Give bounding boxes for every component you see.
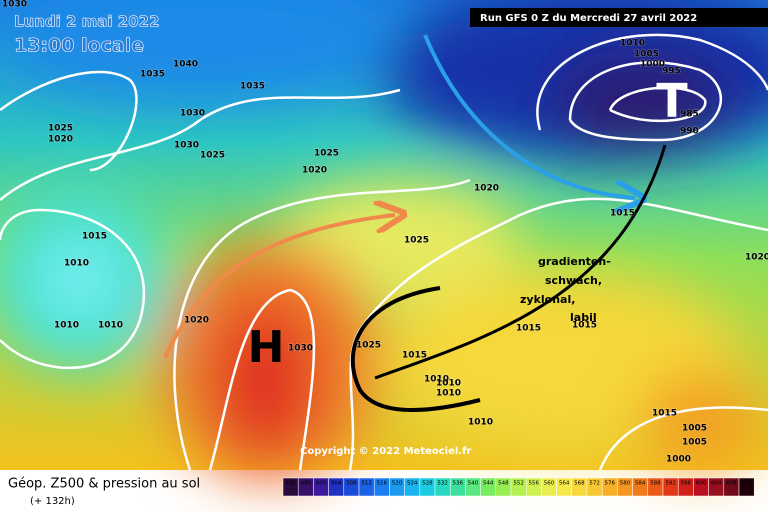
isobar-label: 1005 — [682, 438, 707, 448]
isobar-label: 1010 — [98, 321, 123, 331]
isobar-label: 1030 — [174, 141, 199, 151]
isobar-label: 1025 — [314, 149, 339, 159]
warm-flow-arrow — [163, 215, 395, 359]
isobar-label: 995 — [662, 67, 681, 77]
footer-lead: (+ 132h) — [30, 496, 75, 507]
trough-bracket — [350, 286, 481, 412]
time-label: 13:00 locale — [14, 35, 144, 57]
run-box — [470, 8, 768, 27]
scale-label: 560 — [544, 481, 555, 487]
scale-label: 524 — [407, 481, 418, 487]
high-symbol: H — [248, 322, 285, 373]
scale-label: 564 — [559, 481, 570, 487]
scale-label: 496 — [301, 481, 312, 487]
isobar-label: 1035 — [140, 70, 165, 80]
scale-label: 520 — [392, 481, 403, 487]
isobar-label: 1010 — [54, 321, 79, 331]
scale-label: 572 — [589, 481, 600, 487]
annotation: zyklonal, — [520, 293, 575, 306]
scale-label: 568 — [574, 481, 585, 487]
isobar-label: 1015 — [82, 232, 107, 242]
scale-label: 604 — [711, 481, 722, 487]
isobar-label: 1020 — [302, 166, 327, 176]
isobar-label: 1025 — [404, 236, 429, 246]
isobar-label: 1015 — [572, 321, 597, 331]
scale-label: 544 — [483, 481, 494, 487]
isobar-label: 1040 — [173, 60, 198, 70]
scale-label: 584 — [635, 481, 646, 487]
scale-label: 592 — [665, 481, 676, 487]
trough-line — [374, 144, 667, 380]
scale-label: 504 — [331, 481, 342, 487]
isobar-label: 1015 — [652, 409, 677, 419]
scale-label: 600 — [696, 481, 707, 487]
isobar-label: 1010 — [436, 379, 461, 389]
isobar-label: 1015 — [402, 351, 427, 361]
scale-label: 508 — [346, 481, 357, 487]
scale-label: 516 — [377, 481, 388, 487]
copyright: Copyright © 2022 Meteociel.fr — [300, 446, 471, 457]
annotation: labil — [570, 311, 597, 324]
scale-label: 596 — [681, 481, 692, 487]
isobar-label: 1025 — [200, 151, 225, 161]
date-label: Lundi 2 mai 2022 — [14, 13, 160, 31]
scale-label: 576 — [605, 481, 616, 487]
isobar-label: 1015 — [610, 209, 635, 219]
isobar-label: 990 — [680, 127, 699, 137]
isobar-label: 1020 — [745, 253, 768, 263]
isobar-label: 1030 — [180, 109, 205, 119]
isobar-label: 985 — [680, 110, 699, 120]
scale-label: 492 — [285, 481, 296, 487]
scale-label: 548 — [498, 481, 509, 487]
isobar-label: 1025 — [48, 124, 73, 134]
isobar-label: 1005 — [634, 50, 659, 60]
isobar-label: 1010 — [620, 39, 645, 49]
scale-label: 556 — [529, 481, 540, 487]
isobar-label: 1000 — [666, 455, 691, 465]
scale-swatch — [738, 477, 755, 497]
annotation: gradienten- — [538, 255, 611, 268]
cold-flow-arrow — [423, 34, 635, 198]
scale-label: 540 — [468, 481, 479, 487]
annotation: schwach, — [545, 274, 602, 287]
scale-label: 552 — [513, 481, 524, 487]
isobar-label: 1010 — [64, 259, 89, 269]
scale-label: 500 — [316, 481, 327, 487]
isobar-label: 1020 — [474, 184, 499, 194]
isobar-label: 1010 — [468, 418, 493, 428]
isobar-label: 1025 — [356, 341, 381, 351]
scale-label: 532 — [437, 481, 448, 487]
isobar-label: 1030 — [288, 344, 313, 354]
isobar-label: 1020 — [184, 316, 209, 326]
scale-label: 536 — [453, 481, 464, 487]
isobar-label: 1035 — [240, 82, 265, 92]
low-symbol: T — [656, 74, 688, 128]
footer-title: Géop. Z500 & pression au sol — [8, 477, 200, 492]
scale-label: 612 — [741, 481, 752, 487]
isobar-label: 1005 — [682, 424, 707, 434]
isobar-label: 1000 — [640, 60, 665, 70]
run-label: Run GFS 0 Z du Mercredi 27 avril 2022 — [480, 13, 697, 24]
isobar-label: 1010 — [424, 375, 449, 385]
scale-label: 528 — [422, 481, 433, 487]
isobar-label: 1010 — [436, 389, 461, 399]
scale-label: 608 — [726, 481, 737, 487]
isobar-label: 1030 — [2, 0, 27, 10]
scale-label: 580 — [620, 481, 631, 487]
isobar-label: 1020 — [48, 135, 73, 145]
scale-label: 588 — [650, 481, 661, 487]
scale-label: 512 — [361, 481, 372, 487]
isobar-label: 1015 — [516, 324, 541, 334]
